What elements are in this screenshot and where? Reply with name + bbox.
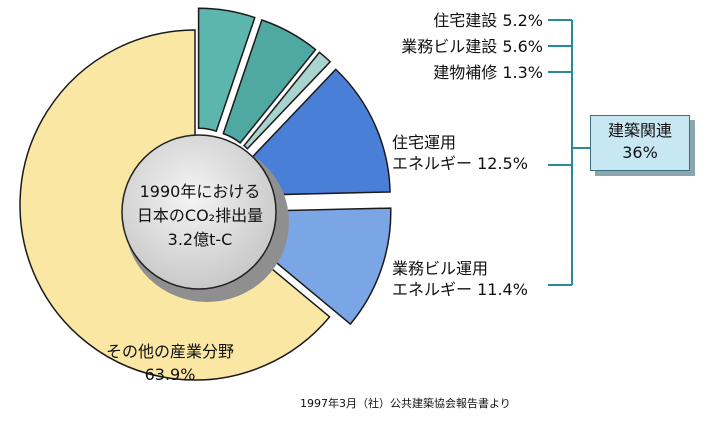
label-housing-operation: 住宅運用 エネルギー 12.5% bbox=[392, 132, 528, 174]
building-related-total-box: 建築関連 36% bbox=[590, 115, 690, 171]
label-office-operation: 業務ビル運用 エネルギー 11.4% bbox=[392, 258, 528, 300]
label-building-repair: 建物補修 1.3% bbox=[433, 63, 543, 82]
label-other-industries: その他の産業分野 63.9% bbox=[90, 340, 250, 386]
donut-hole bbox=[121, 134, 277, 290]
label-housing-construction: 住宅建設 5.2% bbox=[433, 11, 543, 30]
center-label-line-1: 1990年における bbox=[139, 182, 261, 201]
slice-office-construction bbox=[222, 19, 317, 144]
label-other-industries-line-1: その他の産業分野 bbox=[105, 342, 234, 361]
source-note: 1997年3月（社）公共建築協会報告書より bbox=[300, 397, 511, 410]
pie-slices bbox=[19, 7, 392, 381]
label-office-construction: 業務ビル建設 5.6% bbox=[401, 37, 543, 56]
building-related-percent: 36% bbox=[622, 143, 658, 162]
label-housing-operation-line-2: エネルギー 12.5% bbox=[392, 154, 528, 173]
slice-building-repair bbox=[243, 51, 332, 150]
label-housing-operation-line-1: 住宅運用 bbox=[392, 133, 457, 152]
label-other-industries-line-2: 63.9% bbox=[144, 365, 196, 384]
building-related-label: 建築関連 bbox=[607, 121, 672, 140]
group-bracket bbox=[548, 19, 590, 286]
label-office-operation-line-2: エネルギー 11.4% bbox=[392, 280, 528, 299]
center-label: 1990年における 日本のCO₂排出量 3.2億t-C bbox=[130, 180, 270, 252]
center-label-line-2: 日本のCO₂排出量 bbox=[136, 206, 264, 225]
label-office-operation-line-1: 業務ビル運用 bbox=[392, 259, 489, 278]
slice-housing-construction bbox=[197, 7, 256, 133]
center-label-line-3: 3.2億t-C bbox=[167, 230, 233, 249]
